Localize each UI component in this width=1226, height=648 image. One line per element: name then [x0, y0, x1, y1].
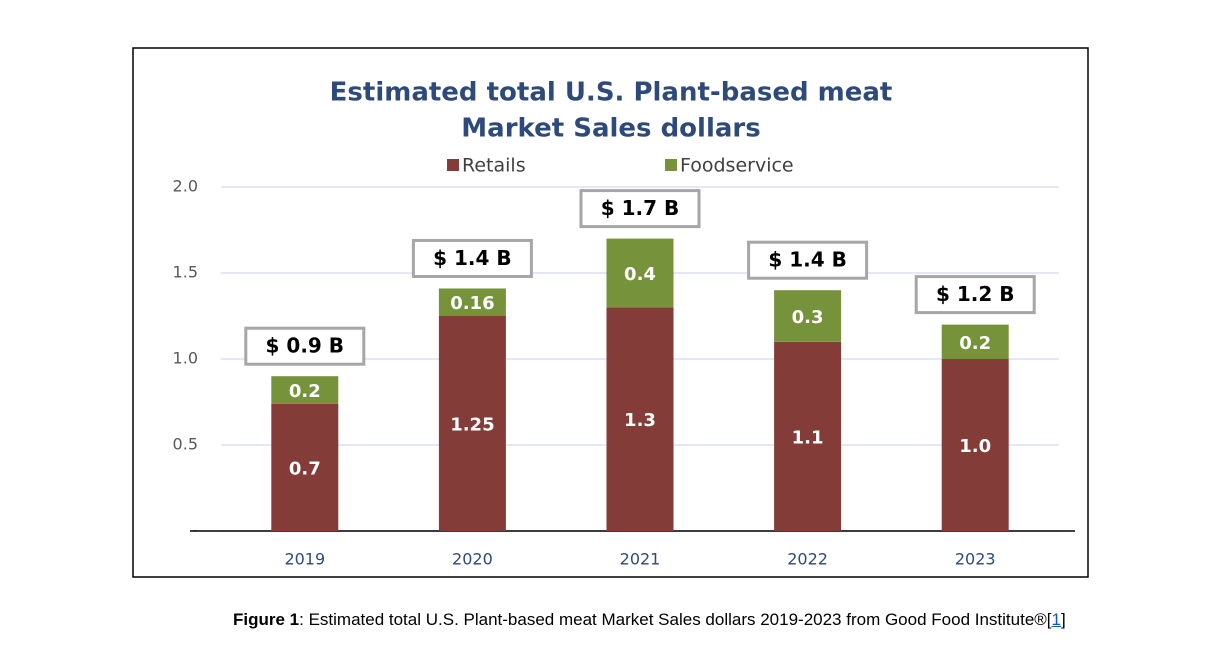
total-label: $ 0.9 B: [266, 334, 345, 358]
bar-segment: [271, 376, 339, 404]
total-label: $ 1.4 B: [433, 246, 512, 270]
total-box: [244, 326, 366, 366]
y-tick-label: 0.5: [173, 435, 198, 454]
total-box: [747, 240, 869, 280]
bar-segment: [941, 324, 1009, 359]
bar-segment: [271, 403, 339, 531]
x-tick-label: 2022: [787, 550, 828, 569]
data-label: 0.3: [792, 307, 824, 328]
x-tick-label: 2020: [452, 550, 493, 569]
legend-label: Foodservice: [680, 155, 794, 177]
legend-swatch: [447, 159, 459, 171]
total-label: $ 1.4 B: [768, 248, 847, 272]
y-tick-label: 2.0: [173, 177, 198, 196]
total-box: [579, 189, 701, 229]
x-tick-label: 2019: [284, 550, 325, 569]
data-label: 1.3: [624, 410, 656, 431]
data-label: 0.2: [959, 333, 991, 354]
legend-swatch: [665, 159, 677, 171]
data-label: 1.1: [792, 427, 824, 448]
chart-title: Market Sales dollars: [461, 114, 760, 144]
total-label: $ 1.2 B: [936, 282, 1015, 306]
chart: Estimated total U.S. Plant-based meat Ma…: [132, 47, 1089, 578]
bar-segment: [774, 341, 842, 531]
x-tick-label: 2023: [955, 550, 996, 569]
data-label: 1.25: [450, 415, 494, 436]
bar-segment: [438, 288, 506, 316]
bar-segment: [774, 290, 842, 342]
bar-segment: [606, 307, 674, 531]
total-box: [914, 275, 1036, 315]
y-tick-label: -: [192, 521, 198, 540]
bar-segment: [438, 316, 506, 531]
data-label: 0.7: [289, 458, 321, 479]
chart-title: Estimated total U.S. Plant-based meat: [330, 78, 893, 108]
bar-segment: [606, 238, 674, 308]
caption: Figure 1: Estimated total U.S. Plant-bas…: [233, 610, 1066, 630]
data-label: 0.4: [624, 264, 656, 285]
bar-segment: [941, 359, 1009, 531]
y-tick-label: 1.0: [173, 349, 198, 368]
data-label: 0.16: [450, 293, 494, 314]
caption-end: ]: [1061, 610, 1066, 629]
data-label: 1.0: [959, 436, 991, 457]
x-tick-label: 2021: [620, 550, 661, 569]
caption-link[interactable]: 1: [1051, 610, 1061, 629]
total-label: $ 1.7 B: [601, 196, 680, 220]
y-tick-label: 1.5: [173, 263, 198, 282]
total-box: [411, 238, 533, 278]
data-label: 0.2: [289, 381, 321, 402]
caption-text: : Estimated total U.S. Plant-based meat …: [299, 610, 1052, 629]
caption-label: Figure 1: [233, 610, 300, 629]
legend-label: Retails: [462, 155, 526, 177]
